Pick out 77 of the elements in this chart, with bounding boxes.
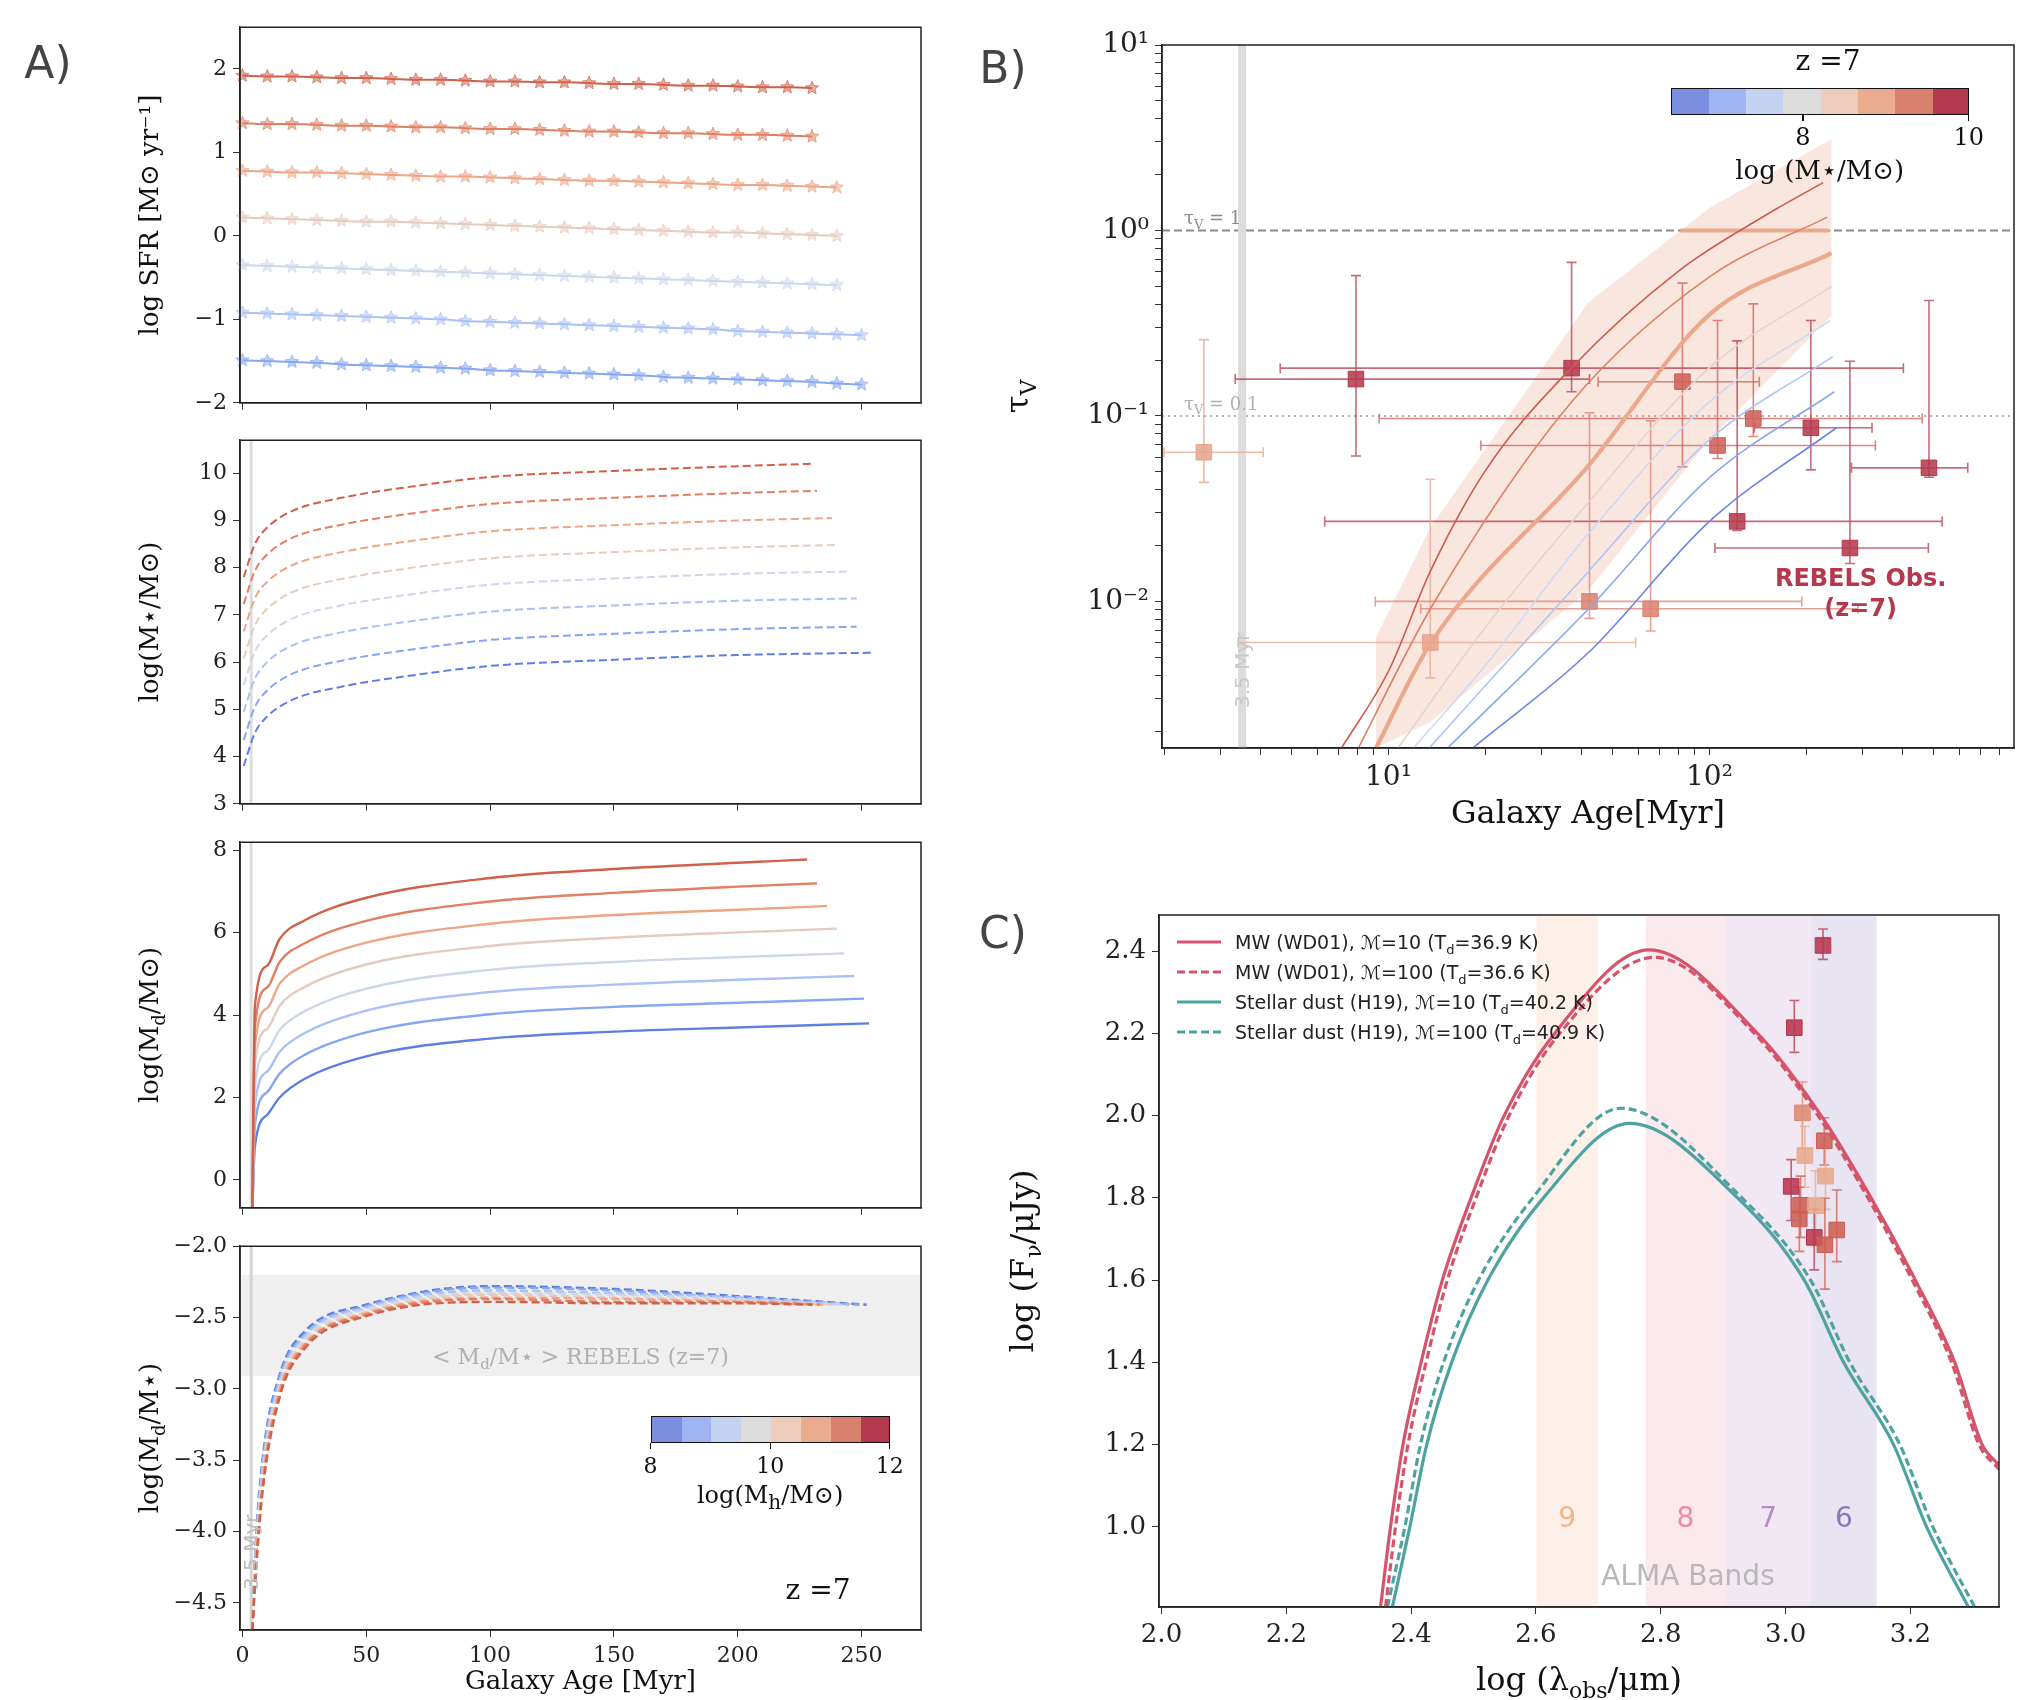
annotation: 8 <box>1795 123 1811 151</box>
y-tick-label: −3.0 <box>173 1374 227 1400</box>
annotation: 10 <box>1953 123 1985 151</box>
text: C) <box>979 907 1027 958</box>
annotation: ALMA Bands <box>1601 1559 1775 1592</box>
y-tick-label: −2 <box>194 388 227 414</box>
y-tick-label: 1.6 <box>1104 1262 1146 1293</box>
color-bar-title: log (M⋆/M⊙) <box>1735 155 1905 187</box>
y-axis-title: log(Md/M⋆) <box>134 1362 169 1514</box>
y-axis-title: log(M⋆/M⊙) <box>134 541 164 703</box>
ref-line-label: 3.5 Myr <box>239 1513 264 1590</box>
band-label: 7 <box>1759 1501 1778 1535</box>
y-tick-label: 10 <box>199 458 227 484</box>
y-tick-label: 2.2 <box>1104 1016 1146 1047</box>
y-tick-label: 6 <box>213 647 227 673</box>
y-tick-label: 2 <box>213 54 227 80</box>
y-tick-label: 10⁰ <box>1102 211 1149 245</box>
series-label: REBELS Obs. (z=7) <box>1774 564 1947 623</box>
y-tick-label: 1.2 <box>1104 1427 1146 1458</box>
y-tick-label: 8 <box>213 836 227 862</box>
y-tick-label: 2.4 <box>1104 933 1146 964</box>
y-tick-label: −4.0 <box>173 1517 227 1543</box>
y-tick-label: 2 <box>213 1083 227 1109</box>
annotation: 12 <box>875 1453 904 1478</box>
x-tick-label: 50 <box>352 1641 381 1667</box>
y-tick-label: 4 <box>213 1000 227 1026</box>
y-tick-label: 1 <box>213 138 227 164</box>
y-tick-label: 6 <box>213 918 227 944</box>
y-tick-label: 8 <box>213 553 227 579</box>
y-tick-label: 9 <box>213 506 227 532</box>
y-tick-label: 7 <box>213 600 227 626</box>
y-tick-label: 5 <box>213 695 227 721</box>
x-tick-label: 2.6 <box>1515 1618 1557 1649</box>
y-tick-label: 0 <box>213 221 227 247</box>
x-tick-label: 2.4 <box>1390 1618 1432 1649</box>
annotation: z =7 <box>1795 44 1861 77</box>
x-tick-label: 3.0 <box>1764 1618 1807 1649</box>
y-tick-label: −3.5 <box>173 1445 227 1471</box>
y-axis-title: log (Fν/μJy) <box>1003 1169 1046 1353</box>
text: B) <box>979 42 1027 93</box>
x-tick-label: 2.0 <box>1140 1618 1183 1649</box>
y-tick-label: 4 <box>213 742 227 768</box>
x-tick-label: 250 <box>840 1641 883 1667</box>
annotation: z =7 <box>785 1573 851 1606</box>
band-label: 8 <box>1676 1501 1695 1535</box>
y-tick-label: −1 <box>194 305 227 331</box>
annotation: 10 <box>756 1453 785 1478</box>
band-label: 6 <box>1835 1501 1853 1535</box>
x-tick-label: 2.2 <box>1265 1618 1307 1649</box>
annotation: 8 <box>643 1453 658 1478</box>
color-bar-title: log(M$_{h}$/M⊙) <box>696 1481 844 1514</box>
text: A) <box>24 37 72 88</box>
y-axis-title: log SFR [M⊙ yr⁻¹] <box>134 94 164 336</box>
y-tick-label: 10¹ <box>1102 26 1149 60</box>
y-axis-title: τV <box>998 378 1041 414</box>
y-tick-label: −2.5 <box>173 1303 227 1329</box>
y-tick-label: −2.0 <box>173 1231 227 1257</box>
x-tick-label: 10² <box>1686 759 1733 793</box>
x-tick-label: 0 <box>235 1641 250 1667</box>
y-tick-label: 2.0 <box>1104 1098 1146 1129</box>
y-tick-label: 0 <box>213 1165 227 1191</box>
y-tick-label: −4.5 <box>173 1588 227 1614</box>
x-tick-label: 3.2 <box>1889 1618 1932 1649</box>
x-axis-title: Galaxy Age[Myr] <box>1451 793 1725 831</box>
y-tick-label: 3 <box>213 789 227 815</box>
y-tick-label: 10⁻² <box>1087 582 1149 616</box>
x-axis-title: Galaxy Age [Myr] <box>465 1665 696 1695</box>
y-axis-title: log(Md/M⊙) <box>134 946 169 1104</box>
y-tick-label: 1.8 <box>1104 1180 1146 1211</box>
x-tick-label: 2.8 <box>1640 1618 1682 1649</box>
y-tick-label: 10⁻¹ <box>1087 397 1149 431</box>
x-tick-label: 200 <box>716 1641 759 1667</box>
y-tick-label: 1.4 <box>1104 1345 1146 1376</box>
x-tick-label: 150 <box>592 1641 635 1667</box>
band-label: 9 <box>1558 1501 1577 1535</box>
y-tick-label: 1.0 <box>1104 1509 1146 1540</box>
x-tick-label: 100 <box>469 1641 512 1667</box>
